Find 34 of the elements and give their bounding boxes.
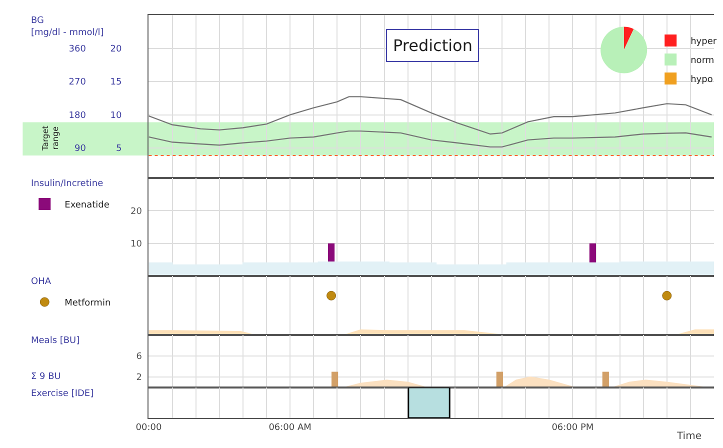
annotation: Prediction xyxy=(393,36,472,55)
text: [mg/dl - mmol/l] xyxy=(31,28,104,38)
legend-label: Exenatide xyxy=(64,200,110,211)
y-tick-label: 20 xyxy=(130,206,142,217)
y-axis-title: BG xyxy=(31,16,44,26)
y-tick-label: 6 xyxy=(136,352,142,362)
y2-tick-label: 10 xyxy=(110,110,122,121)
line-series xyxy=(148,96,712,135)
line-series xyxy=(148,130,712,148)
y-axis-title: OHA xyxy=(31,277,52,287)
x-axis-title: Time xyxy=(676,431,702,442)
y2-tick-label: 15 xyxy=(110,78,122,88)
legend-label: hypo xyxy=(690,75,714,86)
y-axis-title: Insulin/Incretine xyxy=(31,179,104,189)
pie-slice xyxy=(624,26,634,50)
y-tick-label: 10 xyxy=(130,239,142,250)
legend-label: hyper xyxy=(690,37,717,48)
y-tick-label: 270 xyxy=(68,78,86,88)
pie-slice xyxy=(600,26,648,74)
y2-tick-label: 5 xyxy=(116,144,122,154)
y-tick-label: 360 xyxy=(68,44,86,54)
x-tick-label: 06:00 AM xyxy=(268,422,312,433)
y-tick-label: 2 xyxy=(136,373,142,384)
text: Σ 9 BU xyxy=(31,372,61,382)
y-axis-title: Exercise [IDE] xyxy=(31,389,94,399)
y-tick-label: 180 xyxy=(68,110,86,121)
legend-label: Metformin xyxy=(64,298,111,309)
y-tick-label: 90 xyxy=(74,144,86,154)
x-tick-label: 06:00 PM xyxy=(552,422,594,433)
legend-label: norm xyxy=(690,56,714,66)
band-label: Target range xyxy=(40,126,60,152)
y-axis-title: Meals [BU] xyxy=(31,336,80,346)
x-tick-label: 00:00 xyxy=(136,422,162,433)
y2-tick-label: 20 xyxy=(110,44,122,54)
